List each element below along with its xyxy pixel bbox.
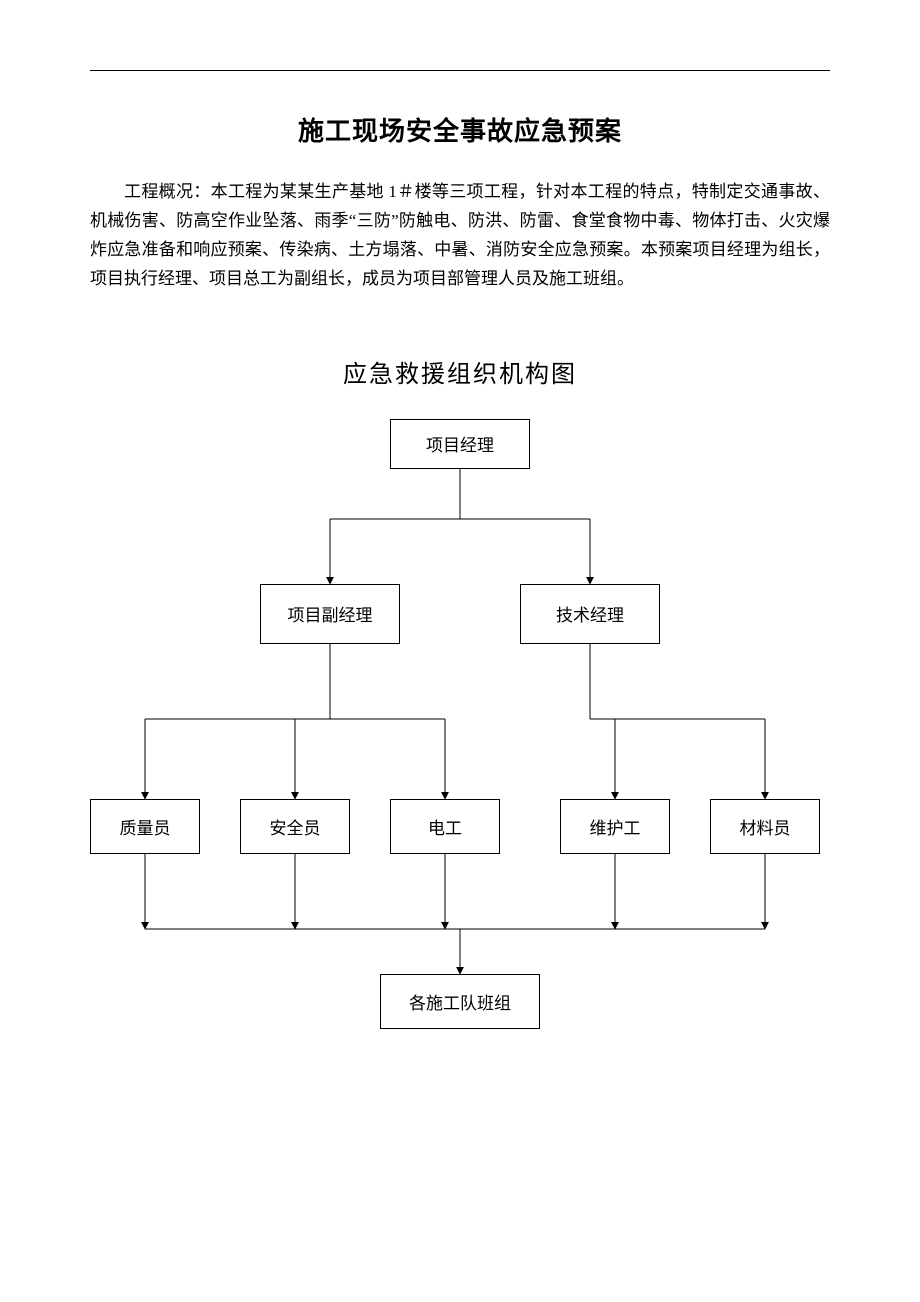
main-title: 施工现场安全事故应急预案 [90,111,830,148]
flowchart-node-n_bottom: 各施工队班组 [380,974,540,1029]
flowchart-node-n_l3_4: 材料员 [710,799,820,854]
chart-title: 应急救援组织机构图 [90,354,830,389]
flowchart-node-n_l3_3: 维护工 [560,799,670,854]
flowchart-node-n_l2b: 技术经理 [520,584,660,644]
flowchart-node-n_l3_2: 电工 [390,799,500,854]
header-rule [90,70,830,71]
document-page: 施工现场安全事故应急预案 工程概况：本工程为某某生产基地 1＃楼等三项工程，针对… [0,0,920,1302]
flowchart-node-n_l2a: 项目副经理 [260,584,400,644]
flowchart-node-n_l3_1: 安全员 [240,799,350,854]
flowchart-node-n_l3_0: 质量员 [90,799,200,854]
org-flowchart: 项目经理项目副经理 技术经理质量员安全员电工 维护工材料员各施工队班组 [90,419,830,1079]
overview-paragraph: 工程概况：本工程为某某生产基地 1＃楼等三项工程，针对本工程的特点，特制定交通事… [90,178,830,294]
flowchart-node-n_top: 项目经理 [390,419,530,469]
